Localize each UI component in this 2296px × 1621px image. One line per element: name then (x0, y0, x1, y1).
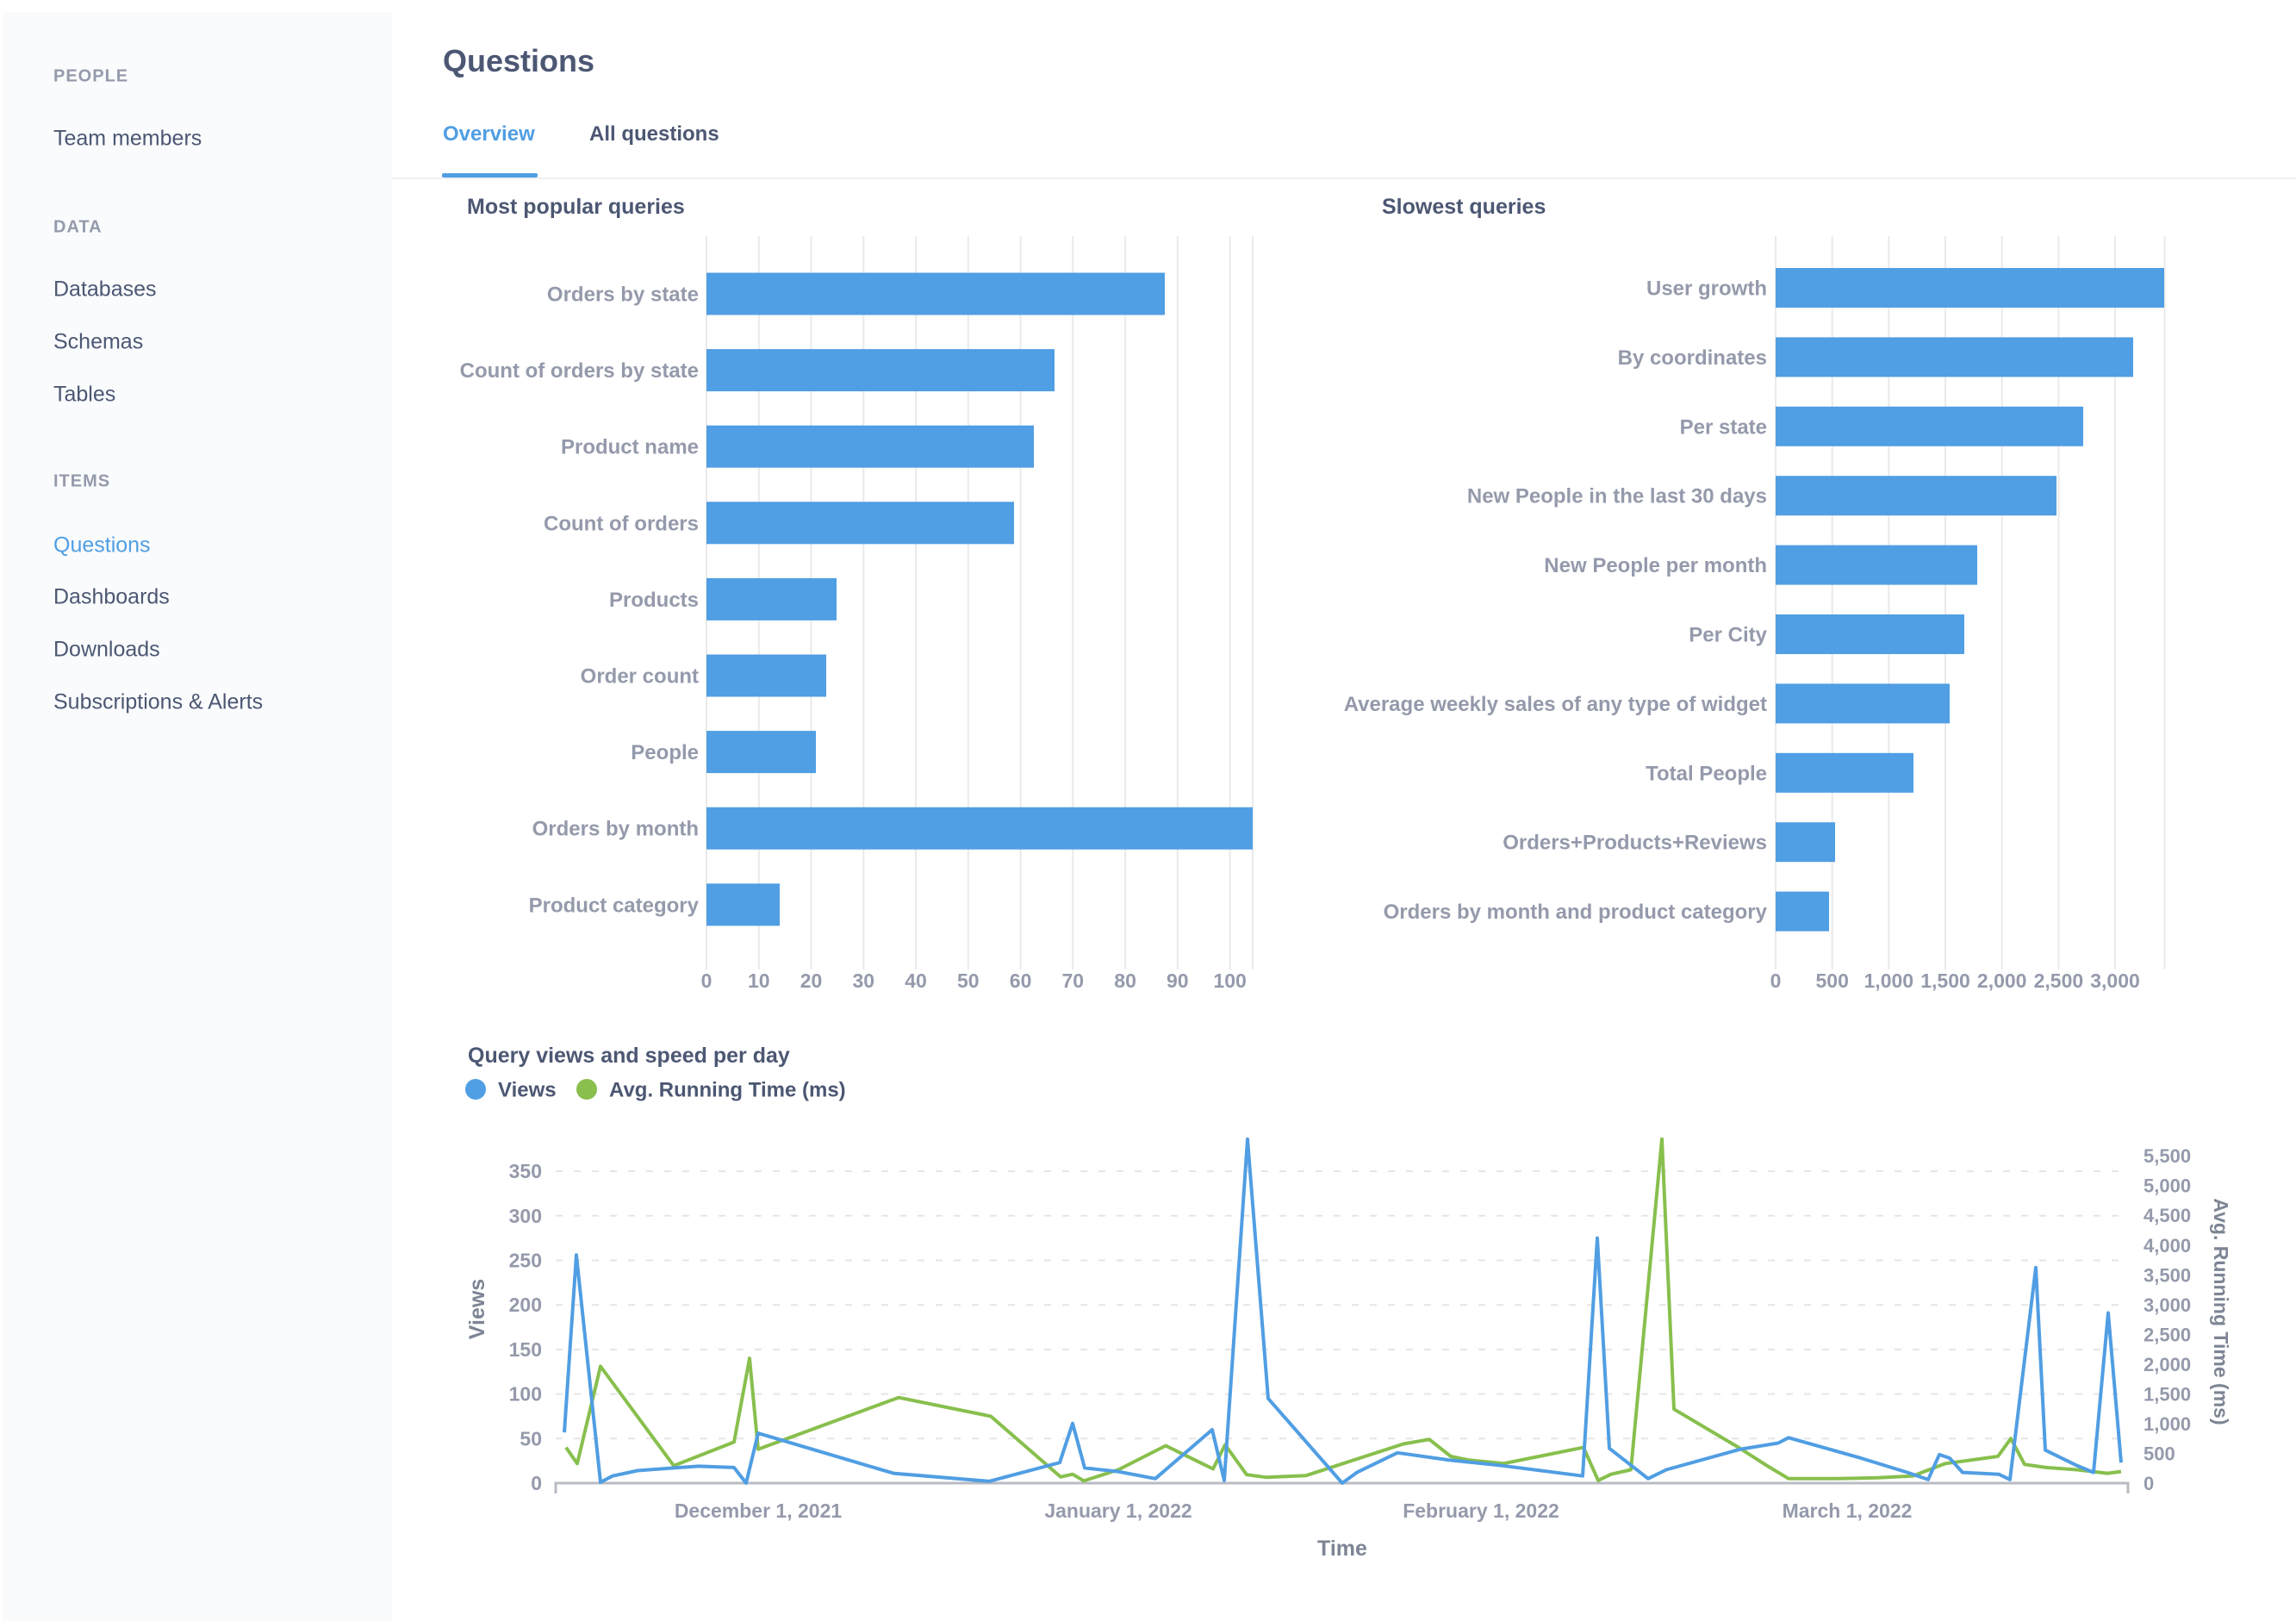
svg-text:500: 500 (2144, 1443, 2175, 1465)
svg-text:100: 100 (509, 1383, 542, 1406)
svg-text:Slowest queries: Slowest queries (1382, 195, 1546, 219)
svg-text:User growth: User growth (1646, 277, 1767, 301)
svg-text:Avg. Running Time (ms): Avg. Running Time (ms) (609, 1079, 846, 1102)
svg-text:Count of orders by state: Count of orders by state (460, 359, 699, 383)
svg-text:200: 200 (509, 1294, 542, 1316)
svg-text:20: 20 (800, 969, 823, 992)
svg-text:March 1, 2022: March 1, 2022 (1783, 1499, 1913, 1522)
svg-text:2,000: 2,000 (1977, 969, 2027, 992)
svg-text:New People per month: New People per month (1544, 554, 1767, 577)
svg-text:2,000: 2,000 (2144, 1354, 2191, 1375)
svg-text:150: 150 (509, 1338, 542, 1361)
svg-text:January 1, 2022: January 1, 2022 (1044, 1499, 1192, 1522)
svg-text:5,500: 5,500 (2144, 1145, 2191, 1167)
svg-text:1,000: 1,000 (1864, 969, 1914, 992)
svg-text:90: 90 (1167, 969, 1189, 992)
svg-text:350: 350 (509, 1160, 542, 1182)
svg-text:4,000: 4,000 (2144, 1235, 2191, 1256)
svg-text:Most popular queries: Most popular queries (467, 195, 685, 219)
svg-text:Product name: Product name (561, 436, 699, 459)
svg-text:Avg. Running Time (ms): Avg. Running Time (ms) (2210, 1198, 2232, 1425)
svg-text:0: 0 (701, 969, 712, 992)
svg-text:3,000: 3,000 (2090, 969, 2140, 992)
svg-text:30: 30 (853, 969, 875, 992)
svg-text:3,500: 3,500 (2144, 1264, 2191, 1286)
svg-text:40: 40 (905, 969, 927, 992)
svg-text:New People in the last 30 days: New People in the last 30 days (1467, 485, 1767, 508)
svg-text:Orders+Products+Reviews: Orders+Products+Reviews (1503, 832, 1767, 855)
svg-text:1,000: 1,000 (2144, 1413, 2191, 1435)
svg-text:Query views and speed per day: Query views and speed per day (468, 1044, 790, 1068)
svg-text:50: 50 (957, 969, 980, 992)
svg-text:Per state: Per state (1680, 415, 1767, 439)
svg-text:December 1, 2021: December 1, 2021 (675, 1499, 843, 1522)
svg-text:Average weekly sales of any ty: Average weekly sales of any type of widg… (1344, 693, 1767, 716)
svg-text:February 1, 2022: February 1, 2022 (1403, 1499, 1559, 1522)
svg-text:0: 0 (2144, 1473, 2154, 1494)
svg-text:50: 50 (520, 1427, 542, 1450)
svg-text:Total People: Total People (1646, 762, 1767, 785)
svg-text:Order count: Order count (581, 665, 699, 689)
svg-text:250: 250 (509, 1250, 542, 1272)
svg-text:Views: Views (465, 1279, 489, 1339)
svg-text:4,500: 4,500 (2144, 1205, 2191, 1226)
svg-text:Products: Products (609, 589, 699, 612)
svg-text:5,000: 5,000 (2144, 1175, 2191, 1197)
svg-text:2,500: 2,500 (2144, 1324, 2191, 1345)
svg-text:Orders by month: Orders by month (532, 818, 699, 841)
svg-text:Views: Views (498, 1079, 557, 1102)
svg-text:500: 500 (1816, 969, 1849, 992)
svg-text:Orders by month and product ca: Orders by month and product category (1384, 901, 1768, 924)
svg-text:0: 0 (1770, 969, 1782, 992)
svg-text:Time: Time (1317, 1537, 1367, 1561)
svg-text:1,500: 1,500 (2144, 1383, 2191, 1405)
svg-text:Count of orders: Count of orders (544, 512, 699, 535)
svg-text:0: 0 (531, 1472, 542, 1494)
svg-text:10: 10 (748, 969, 770, 992)
svg-text:Per City: Per City (1689, 624, 1767, 647)
svg-text:3,000: 3,000 (2144, 1294, 2191, 1316)
svg-text:Orders by state: Orders by state (547, 284, 699, 307)
svg-text:Product category: Product category (529, 894, 700, 917)
svg-text:100: 100 (1213, 969, 1246, 992)
svg-text:1,500: 1,500 (1920, 969, 1970, 992)
svg-text:70: 70 (1062, 969, 1085, 992)
svg-text:People: People (631, 741, 699, 764)
svg-text:300: 300 (509, 1205, 542, 1227)
svg-text:2,500: 2,500 (2034, 969, 2084, 992)
svg-text:By coordinates: By coordinates (1618, 346, 1767, 370)
svg-text:60: 60 (1010, 969, 1032, 992)
svg-text:80: 80 (1114, 969, 1136, 992)
